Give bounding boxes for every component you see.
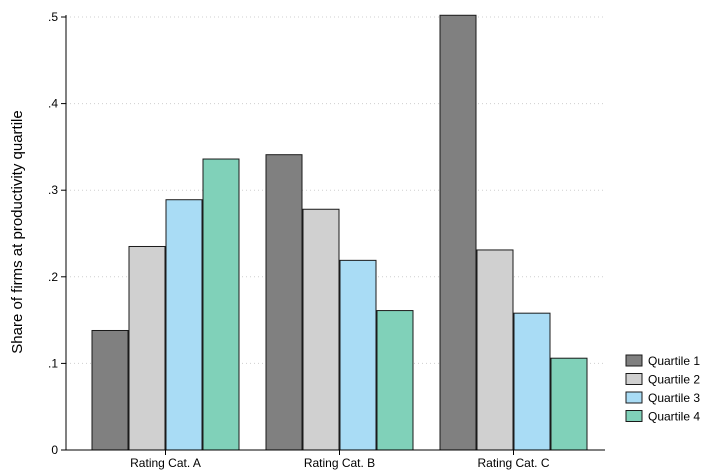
y-tick-label: .5 — [48, 10, 58, 24]
y-tick-label: .2 — [48, 270, 58, 284]
y-tick-label: .4 — [48, 97, 58, 111]
y-tick-label: 0 — [51, 443, 58, 457]
bar-quartile-1 — [91, 329, 129, 451]
y-tick-label: .1 — [48, 356, 58, 370]
y-axis-title: Share of firms at productivity quartile — [9, 110, 26, 353]
bar-quartile-4 — [202, 158, 240, 451]
y-tick-label: .3 — [48, 183, 58, 197]
legend-label: Quartile 3 — [648, 391, 700, 405]
bar-quartile-3 — [513, 312, 551, 451]
bars — [91, 14, 588, 451]
legend-label: Quartile 4 — [648, 410, 700, 424]
bar-quartile-2 — [302, 208, 340, 451]
x-tick-label: Rating Cat. C — [477, 456, 549, 470]
bar-quartile-4 — [376, 310, 414, 451]
bar-quartile-3 — [165, 199, 203, 451]
bar-quartile-1 — [265, 154, 303, 451]
x-tick-label: Rating Cat. A — [130, 456, 201, 470]
legend-swatch — [625, 373, 643, 385]
legend-swatch — [625, 391, 643, 404]
bar-quartile-3 — [339, 259, 377, 451]
legend-label: Quartile 2 — [648, 373, 700, 387]
axes: 0 .1 .2 .3 .4 .5 Rating Cat. A Rating Cat. B Rat… — [48, 10, 605, 470]
legend-swatch — [625, 354, 643, 367]
bar-quartile-4 — [550, 357, 588, 451]
x-tick-label: Rating Cat. B — [304, 456, 375, 470]
legend-label: Quartile 1 — [648, 354, 700, 368]
bar-quartile-1 — [439, 14, 477, 451]
legend: Quartile 1 Quartile 2 Quartile 3 Quartile 4 — [625, 354, 700, 424]
bar-quartile-2 — [128, 245, 166, 451]
bar-quartile-2 — [476, 249, 514, 451]
legend-swatch — [625, 410, 643, 422]
